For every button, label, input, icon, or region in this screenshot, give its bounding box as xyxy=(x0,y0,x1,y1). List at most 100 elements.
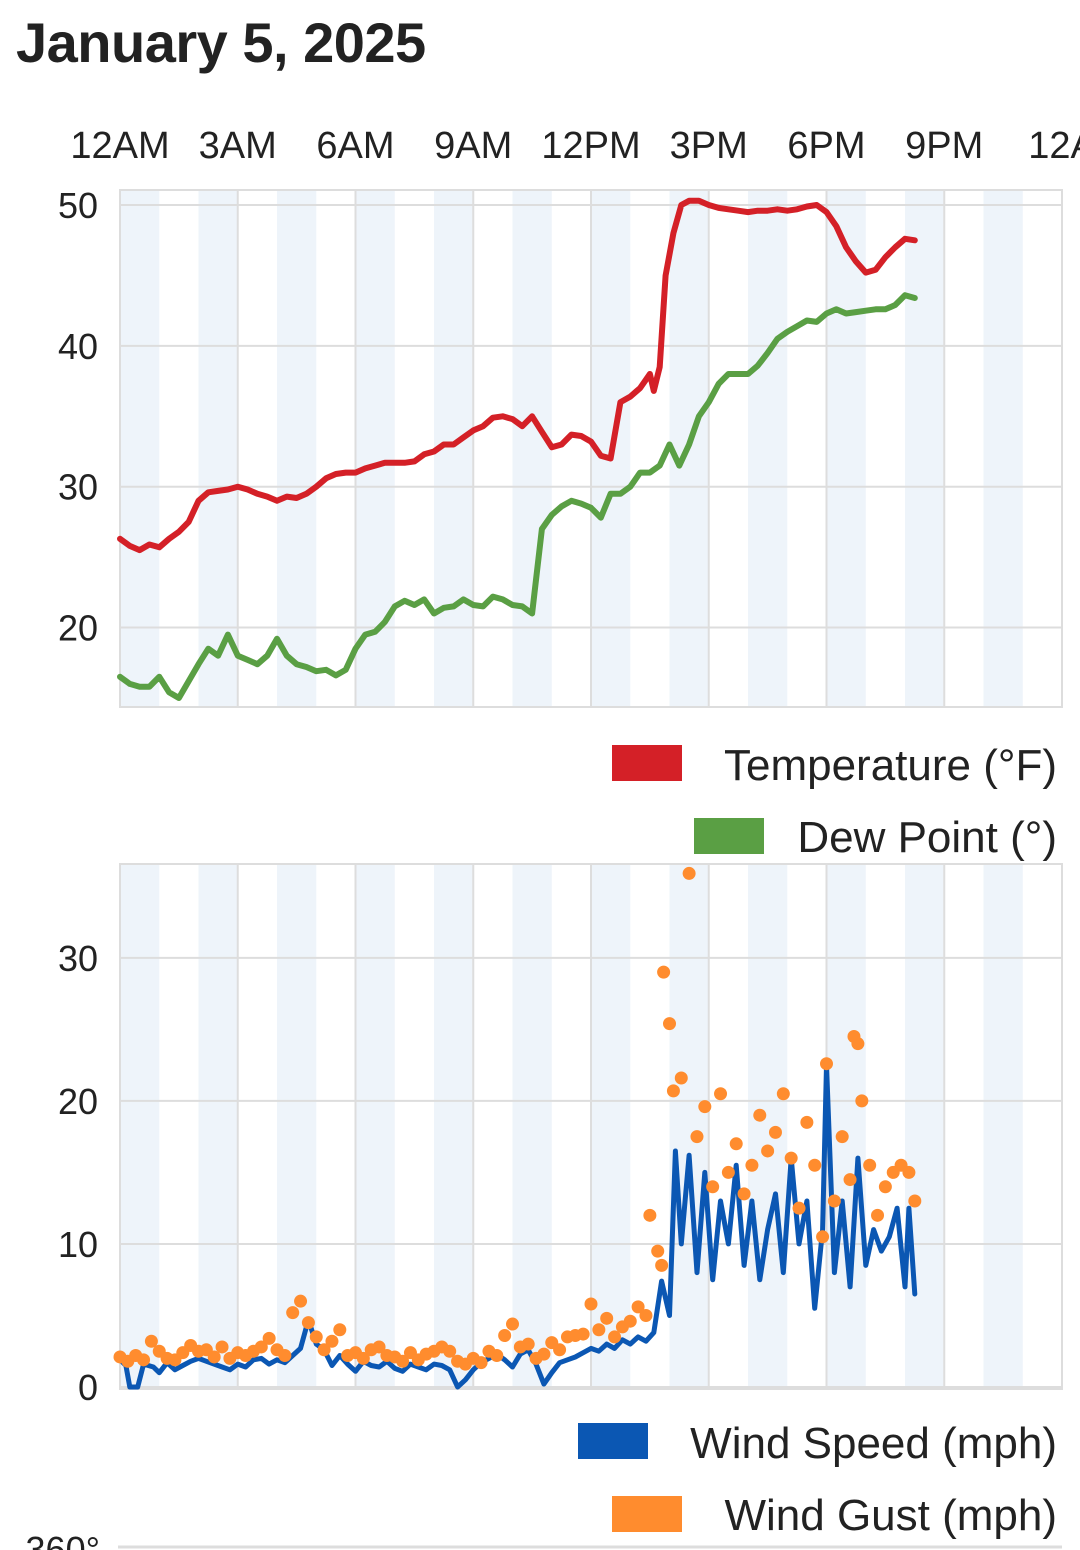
gust-point xyxy=(522,1338,535,1351)
gust-point xyxy=(585,1298,598,1311)
gust-point xyxy=(800,1116,813,1129)
x-axis-tick-labels: 12AM 3AM 6AM 9AM 12PM 3PM 6PM 9PM 12A xyxy=(70,125,1080,167)
gust-point xyxy=(667,1084,680,1097)
gust-point xyxy=(278,1349,291,1362)
gust-point xyxy=(820,1057,833,1070)
gust-point xyxy=(879,1180,892,1193)
wind-chart: 0 10 20 30 xyxy=(58,864,1062,1408)
gust-point xyxy=(855,1094,868,1107)
gust-point xyxy=(836,1130,849,1143)
legend-swatch-temperature xyxy=(612,745,682,781)
gust-point xyxy=(863,1159,876,1172)
y-tick-label: 30 xyxy=(58,467,98,508)
gust-point xyxy=(663,1017,676,1030)
x-tick-label: 6PM xyxy=(787,125,865,167)
gust-point xyxy=(657,966,670,979)
hour-band xyxy=(120,190,159,707)
gust-point xyxy=(498,1329,511,1342)
hour-band xyxy=(748,190,787,707)
hour-band xyxy=(748,864,787,1389)
gust-point xyxy=(577,1328,590,1341)
y-tick-label: 0 xyxy=(78,1367,98,1408)
hour-band xyxy=(199,190,238,707)
gust-point xyxy=(643,1209,656,1222)
legend-swatch-wind-gust xyxy=(612,1496,682,1532)
gust-point xyxy=(808,1159,821,1172)
gust-point xyxy=(871,1209,884,1222)
gust-point xyxy=(785,1152,798,1165)
gust-point xyxy=(698,1100,711,1113)
legend-label-wind-gust: Wind Gust (mph) xyxy=(724,1491,1057,1540)
gust-point xyxy=(553,1343,566,1356)
y-tick-label: 10 xyxy=(58,1224,98,1265)
gust-point xyxy=(908,1195,921,1208)
hour-band xyxy=(513,190,552,707)
y-tick-label: 40 xyxy=(58,326,98,367)
gust-point xyxy=(592,1323,605,1336)
legend-swatch-dew-point xyxy=(694,818,764,854)
x-tick-label: 3PM xyxy=(670,125,748,167)
x-tick-label: 12A xyxy=(1028,125,1080,167)
gust-point xyxy=(753,1109,766,1122)
gust-point xyxy=(475,1356,488,1369)
gust-point xyxy=(761,1144,774,1157)
gust-point xyxy=(675,1072,688,1085)
x-tick-label: 9AM xyxy=(434,125,512,167)
gust-point xyxy=(706,1180,719,1193)
next-chart-y-tick-label: 360° xyxy=(26,1529,100,1550)
hour-band xyxy=(591,864,630,1389)
y-tick-label: 30 xyxy=(58,938,98,979)
gust-point xyxy=(793,1202,806,1215)
gust-point xyxy=(490,1349,503,1362)
hour-band xyxy=(434,864,473,1389)
legend-label-dew-point: Dew Point (°) xyxy=(797,813,1057,862)
gust-point xyxy=(624,1315,637,1328)
gust-point xyxy=(333,1323,346,1336)
legend-label-temperature: Temperature (°F) xyxy=(724,741,1057,790)
hour-band xyxy=(670,864,709,1389)
gust-point xyxy=(294,1295,307,1308)
gust-point xyxy=(600,1312,613,1325)
y-tick-label: 20 xyxy=(58,608,98,649)
temperature-chart: 20 30 40 50 xyxy=(58,185,1062,707)
gust-point xyxy=(683,867,696,880)
x-tick-label: 3AM xyxy=(199,125,277,167)
gust-point xyxy=(651,1245,664,1258)
gust-point xyxy=(263,1332,276,1345)
x-tick-label: 12PM xyxy=(541,125,640,167)
gust-point xyxy=(828,1195,841,1208)
gust-point xyxy=(722,1166,735,1179)
gust-point xyxy=(537,1348,550,1361)
x-tick-label: 12AM xyxy=(70,125,169,167)
y-tick-label: 20 xyxy=(58,1081,98,1122)
gust-point xyxy=(639,1309,652,1322)
hour-band xyxy=(905,864,944,1389)
hour-band xyxy=(905,190,944,707)
hour-band xyxy=(827,864,866,1389)
gust-point xyxy=(302,1316,315,1329)
wind-chart-legend: Wind Speed (mph) Wind Gust (mph) xyxy=(578,1419,1057,1540)
x-tick-label: 9PM xyxy=(905,125,983,167)
hour-band xyxy=(513,864,552,1389)
legend-swatch-wind-speed xyxy=(578,1423,648,1459)
gust-point xyxy=(844,1173,857,1186)
gust-point xyxy=(816,1230,829,1243)
x-tick-label: 6AM xyxy=(316,125,394,167)
gust-point xyxy=(690,1130,703,1143)
gust-point xyxy=(655,1259,668,1272)
gust-point xyxy=(730,1137,743,1150)
hour-band xyxy=(984,864,1023,1389)
hour-band xyxy=(120,864,159,1389)
gust-point xyxy=(769,1126,782,1139)
gust-point xyxy=(137,1353,150,1366)
temperature-chart-legend: Temperature (°F) Dew Point (°) xyxy=(612,741,1057,862)
gust-point xyxy=(506,1318,519,1331)
hour-band xyxy=(277,190,316,707)
gust-point xyxy=(777,1087,790,1100)
gust-point xyxy=(745,1159,758,1172)
legend-label-wind-speed: Wind Speed (mph) xyxy=(690,1419,1057,1468)
gust-point xyxy=(286,1306,299,1319)
gust-point xyxy=(738,1187,751,1200)
hour-band xyxy=(984,190,1023,707)
